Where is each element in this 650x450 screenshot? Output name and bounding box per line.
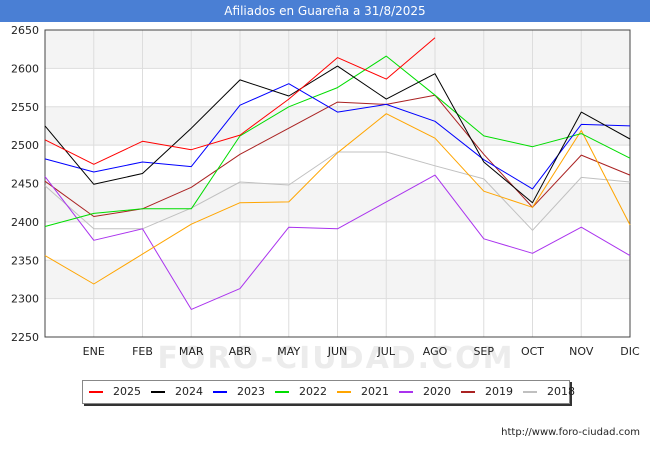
x-tick-label: SEP — [473, 345, 494, 358]
legend-item-2019: 2019 — [461, 381, 513, 403]
legend: 2025 2024 2023 2022 2021 2020 2019 2018 — [82, 380, 575, 404]
line-chart: FORO-CIUDAD.COM 2250 2300 2350 2400 2450 2500… — [11, 24, 640, 372]
legend-swatch — [461, 391, 475, 393]
x-axis-ticks: ENE FEB MAR ABR MAY JUN JUL AGO SEP OCT NOV DIC — [83, 345, 640, 358]
y-tick-label: 2450 — [11, 178, 39, 191]
legend-item-2018: 2018 — [523, 381, 575, 403]
legend-swatch — [275, 391, 289, 393]
x-tick-label: OCT — [521, 345, 544, 358]
y-tick-label: 2250 — [11, 331, 39, 344]
legend-item-2022: 2022 — [275, 381, 327, 403]
y-axis-ticks: 2250 2300 2350 2400 2450 2500 2550 2600 2650 — [11, 24, 39, 344]
legend-label: 2025 — [113, 385, 141, 398]
series-line-2025 — [44, 37, 436, 165]
x-tick-label: MAY — [277, 345, 300, 358]
source-url: http://www.foro-ciudad.com — [501, 427, 640, 438]
x-tick-label: MAR — [179, 345, 204, 358]
x-tick-label: ABR — [229, 345, 252, 358]
legend-swatch — [213, 391, 227, 393]
x-tick-label: ENE — [83, 345, 105, 358]
legend-swatch — [89, 391, 103, 393]
x-tick-label: AGO — [423, 345, 448, 358]
y-tick-label: 2500 — [11, 139, 39, 152]
legend-item-2024: 2024 — [151, 381, 203, 403]
y-tick-label: 2300 — [11, 293, 39, 306]
legend-swatch — [337, 391, 351, 393]
series-line-2023 — [44, 83, 631, 190]
x-tick-label: NOV — [569, 345, 594, 358]
y-tick-label: 2600 — [11, 62, 39, 75]
x-tick-label: JUN — [327, 345, 348, 358]
legend-label: 2024 — [175, 385, 203, 398]
legend-item-2021: 2021 — [337, 381, 389, 403]
series-line-2021 — [44, 113, 631, 285]
y-tick-label: 2400 — [11, 216, 39, 229]
legend-swatch — [399, 391, 413, 393]
legend-label: 2019 — [485, 385, 513, 398]
legend-label: 2023 — [237, 385, 265, 398]
y-tick-label: 2650 — [11, 24, 39, 37]
y-tick-label: 2550 — [11, 101, 39, 114]
watermark-text: FORO-CIUDAD.COM — [158, 341, 515, 372]
legend-label: 2020 — [423, 385, 451, 398]
legend-swatch — [523, 391, 537, 393]
legend-item-2020: 2020 — [399, 381, 451, 403]
legend-swatch — [151, 391, 165, 393]
chart-title: Afiliados en Guareña a 31/8/2025 — [0, 0, 650, 22]
x-tick-label: JUL — [377, 345, 396, 358]
plot-frame — [44, 29, 631, 338]
y-tick-label: 2350 — [11, 254, 39, 267]
series-line-2020 — [44, 174, 631, 310]
x-tick-label: FEB — [132, 345, 153, 358]
legend-label: 2018 — [547, 385, 575, 398]
series-line-2022 — [44, 55, 631, 227]
legend-item-2023: 2023 — [213, 381, 265, 403]
series-lines — [44, 37, 631, 310]
legend-label: 2021 — [361, 385, 389, 398]
x-tick-label: DIC — [620, 345, 640, 358]
legend-item-2025: 2025 — [89, 381, 141, 403]
series-line-2024 — [44, 65, 631, 204]
legend-label: 2022 — [299, 385, 327, 398]
